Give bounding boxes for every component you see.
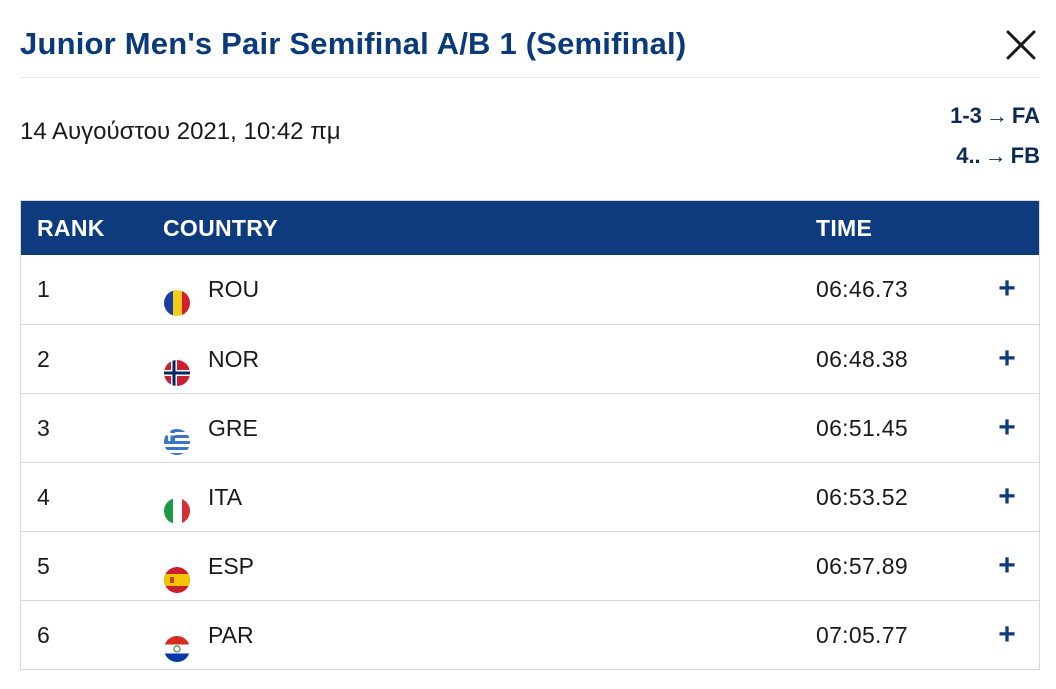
modal-header: Junior Men's Pair Semifinal A/B 1 (Semif… xyxy=(20,24,1040,78)
progression-rule: 1-3 → FA xyxy=(950,96,1040,136)
close-icon[interactable] xyxy=(1004,28,1038,62)
table-row[interactable]: 2 NOR 06:48.38 + xyxy=(21,324,1039,393)
flag-greece-icon xyxy=(163,414,191,455)
rank-cell: 2 xyxy=(37,346,50,372)
time-cell: 06:48.38 xyxy=(816,346,908,372)
progression-rules: 1-3 → FA 4.. → FB xyxy=(950,96,1040,176)
table-row[interactable]: 3 GRE 06:51.45 + xyxy=(21,393,1039,462)
table-row[interactable]: 1 ROU 06:46.73 + xyxy=(21,255,1039,324)
column-header-time: TIME xyxy=(816,215,873,241)
time-cell: 06:57.89 xyxy=(816,553,908,579)
expand-plus-icon[interactable]: + xyxy=(998,411,1016,444)
progression-rank: 4.. xyxy=(956,143,981,168)
progression-target: FA xyxy=(1011,103,1040,128)
table-row[interactable]: 6 PAR 07:05.77 + xyxy=(21,600,1039,669)
flag-paraguay-icon xyxy=(163,621,191,662)
rank-cell: 4 xyxy=(37,484,50,510)
expand-plus-icon[interactable]: + xyxy=(998,618,1016,651)
results-table: RANK COUNTRY TIME 1 ROU 06:46.73 + 2 xyxy=(20,200,1040,670)
column-header-country: COUNTRY xyxy=(163,215,278,241)
table-header: RANK COUNTRY TIME xyxy=(21,201,1039,255)
country-code: ITA xyxy=(208,484,243,510)
arrow-right-icon: → xyxy=(985,103,1008,128)
race-meta: 14 Αυγούστου 2021, 10:42 πμ 1-3 → FA 4..… xyxy=(20,96,1040,176)
rank-cell: 1 xyxy=(37,276,50,302)
rank-cell: 5 xyxy=(37,553,50,579)
expand-plus-icon[interactable]: + xyxy=(998,480,1016,513)
country-code: GRE xyxy=(208,415,258,441)
flag-norway-icon xyxy=(163,345,191,386)
time-cell: 06:53.52 xyxy=(816,484,908,510)
expand-plus-icon[interactable]: + xyxy=(998,342,1016,375)
flag-italy-icon xyxy=(163,483,191,524)
page-title: Junior Men's Pair Semifinal A/B 1 (Semif… xyxy=(20,26,687,61)
table-row[interactable]: 4 ITA 06:53.52 + xyxy=(21,462,1039,531)
progression-rank: 1-3 xyxy=(950,103,982,128)
flag-spain-icon xyxy=(163,552,191,593)
country-code: ESP xyxy=(208,553,255,579)
rank-cell: 3 xyxy=(37,415,50,441)
expand-plus-icon[interactable]: + xyxy=(998,549,1016,582)
time-cell: 06:51.45 xyxy=(816,415,908,441)
race-date: 14 Αυγούστου 2021, 10:42 πμ xyxy=(20,118,341,145)
progression-rule: 4.. → FB xyxy=(950,136,1040,176)
time-cell: 06:46.73 xyxy=(816,276,908,302)
time-cell: 07:05.77 xyxy=(816,622,908,648)
country-code: PAR xyxy=(208,622,254,648)
column-header-rank: RANK xyxy=(37,215,105,241)
country-code: NOR xyxy=(208,346,260,372)
progression-target: FB xyxy=(1010,143,1040,168)
country-code: ROU xyxy=(208,276,260,302)
expand-plus-icon[interactable]: + xyxy=(998,272,1016,305)
rank-cell: 6 xyxy=(37,622,50,648)
arrow-right-icon: → xyxy=(984,143,1007,168)
table-row[interactable]: 5 ESP 06:57.89 + xyxy=(21,531,1039,600)
flag-romania-icon xyxy=(163,275,191,316)
